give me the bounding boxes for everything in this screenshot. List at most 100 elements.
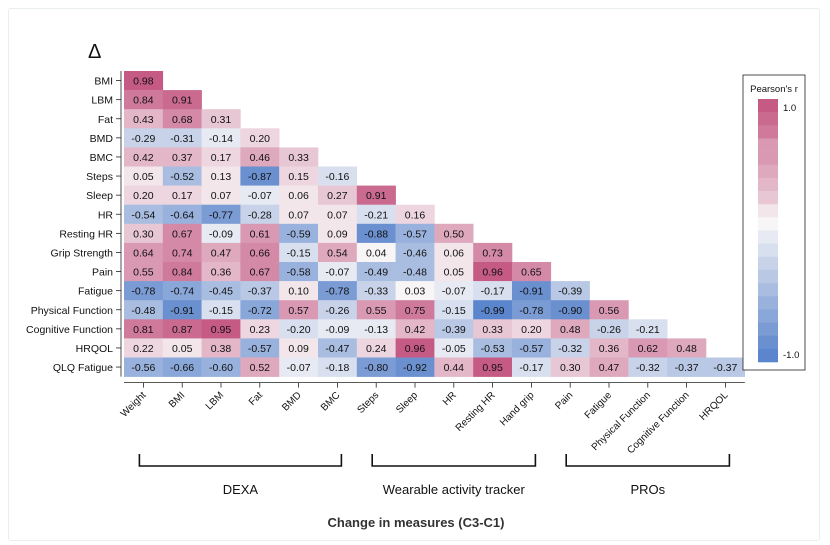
cell-value-label: -0.15 xyxy=(209,305,233,317)
column-label: Hand grip xyxy=(498,390,537,429)
heatmap-cell xyxy=(201,319,241,339)
heatmap-cell xyxy=(240,204,280,225)
cell-value-label: 0.33 xyxy=(288,152,309,164)
cell-value-label: -0.32 xyxy=(636,362,660,374)
heatmap-cell xyxy=(124,357,164,377)
cell-value-label: 0.68 xyxy=(172,114,193,126)
group-bracket xyxy=(371,454,537,467)
row-label: Fat xyxy=(98,114,113,126)
heatmap-cell xyxy=(124,242,164,263)
heatmap-cell xyxy=(589,357,629,377)
legend-color-step xyxy=(758,204,778,218)
heatmap-cell xyxy=(318,338,358,358)
cell-value-label: 0.04 xyxy=(366,247,387,259)
heatmap-cell xyxy=(512,281,552,301)
heatmap-cell xyxy=(550,357,590,377)
heatmap-cell xyxy=(162,109,202,129)
heatmap-cell xyxy=(628,319,668,339)
cell-value-label: -0.58 xyxy=(287,267,311,279)
heatmap-cell xyxy=(318,242,358,263)
cell-value-label: -0.78 xyxy=(131,286,155,298)
heatmap-cell xyxy=(356,319,396,339)
heatmap-cell xyxy=(356,300,396,320)
cell-value-label: -0.37 xyxy=(713,362,737,374)
heatmap-cell xyxy=(512,300,552,320)
row-label: BMC xyxy=(90,152,114,164)
heatmap-cell xyxy=(201,128,241,148)
heatmap-cell xyxy=(162,128,202,148)
cell-value-label: -0.46 xyxy=(403,247,427,259)
cell-value-label: -0.77 xyxy=(209,209,233,221)
legend-max-label: 1.0 xyxy=(783,103,796,114)
cell-value-label: 0.37 xyxy=(172,152,193,164)
column-label: BMD xyxy=(280,390,304,414)
legend: Pearson's r 1.0 -1.0 xyxy=(742,74,806,371)
heatmap-cell xyxy=(434,338,474,358)
cell-value-label: 0.30 xyxy=(133,228,154,240)
cell-value-label: 0.42 xyxy=(133,152,154,164)
cell-value-label: -0.80 xyxy=(364,362,388,374)
heatmap-cell xyxy=(279,338,319,358)
column-label: Resting HR xyxy=(454,390,498,434)
heatmap-cell xyxy=(434,281,474,301)
cell-value-label: -0.78 xyxy=(325,286,349,298)
heatmap-cell xyxy=(279,147,319,167)
cell-value-label: -0.26 xyxy=(597,324,621,336)
row-label: BMI xyxy=(94,76,113,88)
column-label: Weight xyxy=(119,390,149,420)
group-bracket xyxy=(138,454,343,467)
cell-value-label: -0.15 xyxy=(287,247,311,259)
cell-value-label: 0.61 xyxy=(250,228,271,240)
cell-value-label: 0.98 xyxy=(133,76,154,88)
heatmap-cell xyxy=(201,147,241,167)
cell-value-label: -0.45 xyxy=(209,286,233,298)
heatmap-cell xyxy=(395,242,435,263)
cell-value-label: 0.33 xyxy=(482,324,503,336)
column-label: LBM xyxy=(204,390,226,412)
heatmap-cell xyxy=(162,262,202,282)
heatmap-cell xyxy=(240,300,280,320)
heatmap-cell xyxy=(473,281,513,301)
heatmap-cell xyxy=(589,338,629,358)
cell-value-label: -0.18 xyxy=(325,362,349,374)
heatmap-cell xyxy=(240,166,280,186)
legend-color-step xyxy=(758,348,778,363)
cell-value-label: -0.48 xyxy=(131,305,155,317)
cell-value-label: -0.31 xyxy=(170,133,194,145)
column-label: Fat xyxy=(247,390,265,408)
cell-value-label: -0.09 xyxy=(325,324,349,336)
cell-value-label: 0.74 xyxy=(172,247,193,259)
heatmap-cell xyxy=(589,300,629,320)
cell-value-label: 0.27 xyxy=(327,190,348,202)
heatmap-cell xyxy=(162,185,202,205)
figure-frame xyxy=(8,8,820,541)
heatmap-cell xyxy=(279,223,319,244)
heatmap-cell xyxy=(473,300,513,320)
cell-value-label: 0.50 xyxy=(444,228,465,240)
row-label: HR xyxy=(98,209,114,221)
cell-value-label: 0.15 xyxy=(288,171,309,183)
cell-value-label: -0.32 xyxy=(558,343,582,355)
heatmap-cell xyxy=(473,357,513,377)
cell-value-label: 0.17 xyxy=(172,190,193,202)
heatmap-cell xyxy=(240,223,280,244)
cell-value-label: 0.43 xyxy=(133,114,154,126)
heatmap-cell xyxy=(434,242,474,263)
cell-value-label: 0.91 xyxy=(172,95,193,107)
cell-value-label: 0.95 xyxy=(211,324,232,336)
row-label: QLQ Fatigue xyxy=(53,362,113,374)
cell-value-label: 0.84 xyxy=(172,267,193,279)
heatmap-cell xyxy=(434,223,474,244)
cell-value-label: -0.90 xyxy=(558,305,582,317)
heatmap-cell xyxy=(550,300,590,320)
legend-color-step xyxy=(758,164,778,179)
column-label: Sleep xyxy=(394,390,420,416)
column-label: Steps xyxy=(355,390,381,416)
heatmap-cell xyxy=(550,281,590,301)
heatmap-cell xyxy=(240,281,280,301)
legend-color-step xyxy=(758,322,778,336)
heatmap-cell xyxy=(318,262,358,282)
heatmap-cell xyxy=(279,242,319,263)
heatmap-cell xyxy=(124,147,164,167)
